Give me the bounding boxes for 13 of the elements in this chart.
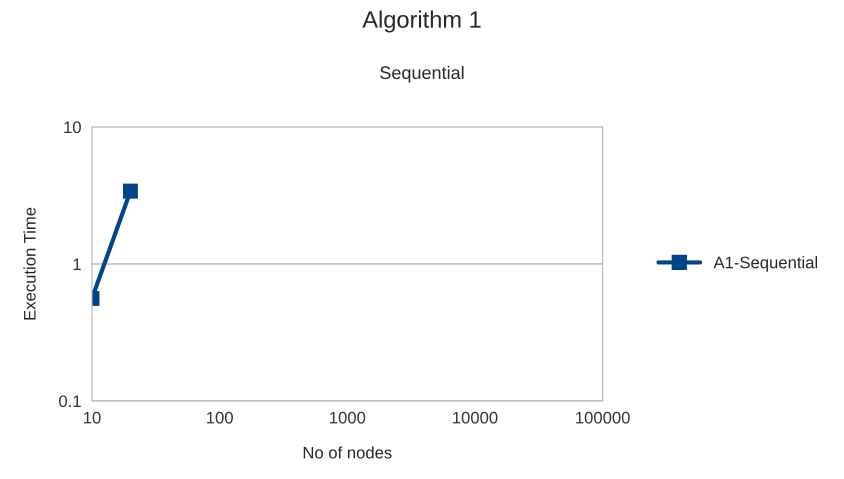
y-tick-label: 0.1 <box>59 395 81 408</box>
x-axis-title: No of nodes <box>304 446 392 459</box>
y-tick-label: 10 <box>64 121 81 134</box>
x-tick-label: 10 <box>84 412 101 424</box>
x-tick-label: 1000 <box>330 412 366 424</box>
x-tick-label: 100 <box>207 412 233 424</box>
y-tick-label: 1 <box>74 258 81 270</box>
legend-label: A1-Sequential <box>714 256 818 272</box>
chart-title: Algorithm 1 <box>362 10 481 33</box>
x-tick-label: 10000 <box>453 412 498 424</box>
x-tick-label: 100000 <box>576 412 630 424</box>
y-axis-title: Execution Time <box>23 208 36 320</box>
chart-subtitle: Sequential <box>380 66 464 83</box>
